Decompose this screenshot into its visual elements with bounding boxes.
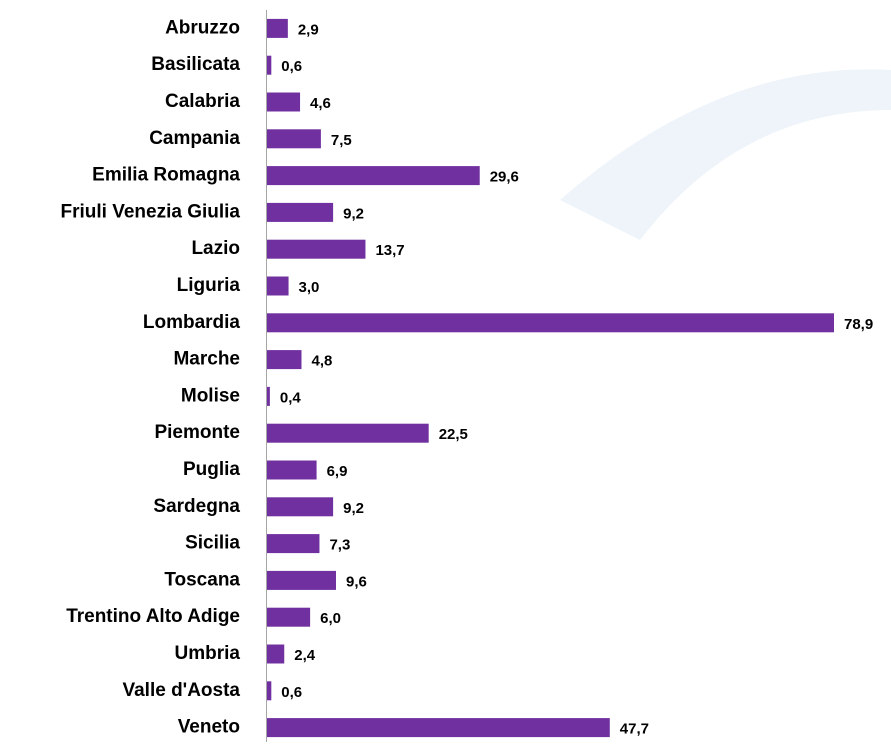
bar — [267, 534, 320, 554]
value-label: 4,8 — [311, 353, 332, 370]
value-label: 0,4 — [280, 389, 302, 406]
bar — [267, 386, 270, 406]
category-label: Marche — [173, 349, 240, 370]
category-label: Sicilia — [185, 533, 240, 554]
value-label: 9,2 — [343, 500, 364, 517]
bar — [267, 350, 302, 370]
bar — [267, 497, 334, 517]
category-label: Piemonte — [154, 422, 240, 443]
category-label: Puglia — [183, 459, 240, 480]
category-label: Umbria — [175, 643, 241, 664]
value-label: 7,3 — [329, 537, 350, 554]
value-label: 47,7 — [620, 721, 649, 738]
category-label: Veneto — [178, 717, 240, 738]
bar — [267, 92, 301, 112]
category-label: Friuli Venezia Giulia — [61, 201, 241, 222]
category-label: Molise — [181, 385, 240, 406]
bar — [267, 607, 311, 627]
category-label: Abruzzo — [165, 17, 240, 38]
category-label: Trentino Alto Adige — [66, 606, 240, 627]
category-label: Basilicata — [151, 54, 240, 75]
value-label: 2,4 — [294, 647, 316, 664]
value-label: 29,6 — [490, 169, 519, 186]
bar — [267, 570, 336, 590]
category-label: Campania — [149, 128, 240, 149]
value-label: 22,5 — [439, 426, 468, 443]
watermark — [560, 69, 891, 240]
bar — [267, 718, 610, 738]
value-label: 9,6 — [346, 573, 367, 590]
bar — [267, 55, 272, 75]
bar — [267, 202, 334, 222]
category-label: Sardegna — [153, 496, 240, 517]
category-label: Toscana — [164, 569, 240, 590]
bar — [267, 423, 429, 443]
value-label: 0,6 — [281, 58, 302, 75]
bar — [267, 313, 834, 333]
bar — [267, 18, 288, 38]
value-label: 6,0 — [320, 610, 341, 627]
bar — [267, 276, 289, 296]
bar — [267, 460, 317, 480]
category-label: Emilia Romagna — [92, 165, 240, 186]
value-label: 78,9 — [844, 316, 873, 333]
value-label: 2,9 — [298, 21, 319, 38]
bar — [267, 166, 480, 186]
category-label: Calabria — [165, 91, 240, 112]
value-label: 4,6 — [310, 95, 331, 112]
value-label: 3,0 — [299, 279, 320, 296]
category-label: Liguria — [177, 275, 241, 296]
value-label: 13,7 — [375, 242, 404, 259]
value-label: 9,2 — [343, 205, 364, 222]
bar — [267, 644, 285, 664]
value-label: 0,6 — [281, 684, 302, 701]
value-label: 6,9 — [327, 463, 348, 480]
category-label: Valle d'Aosta — [122, 680, 240, 701]
bar — [267, 129, 321, 149]
bar — [267, 681, 272, 701]
category-label: Lombardia — [143, 312, 241, 333]
bar — [267, 239, 366, 259]
category-label: Lazio — [191, 238, 240, 259]
value-label: 7,5 — [331, 132, 352, 149]
